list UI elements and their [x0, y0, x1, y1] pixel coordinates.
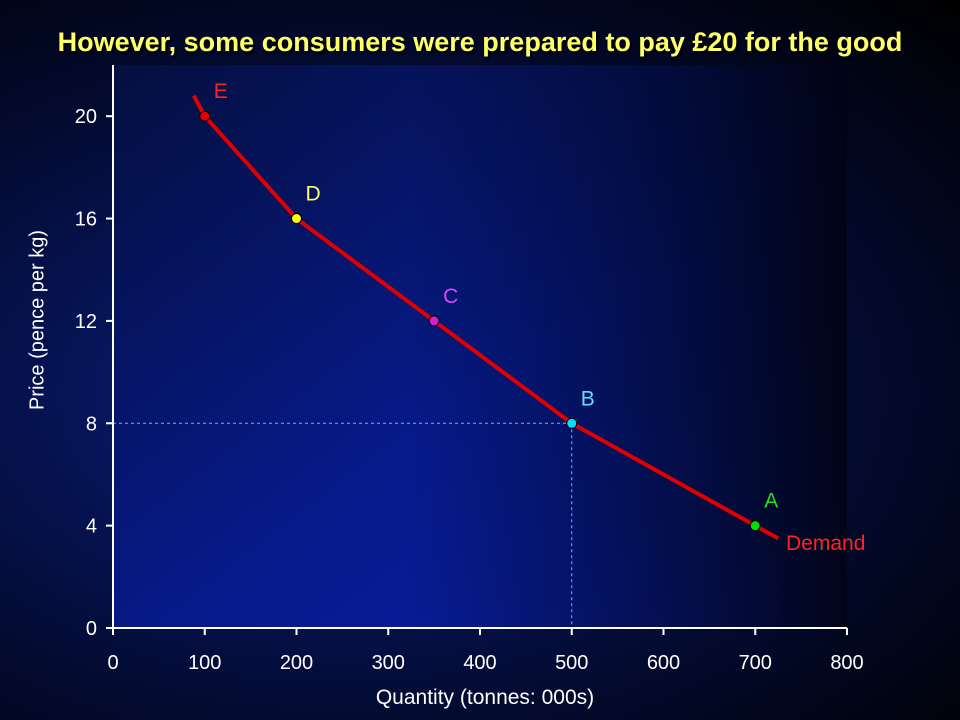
y-tick-label: 12 [75, 311, 97, 333]
slide-title: However, some consumers were prepared to… [57, 27, 903, 57]
x-axis-label: Quantity (tonnes: 000s) [375, 686, 595, 709]
point-label-a: A [764, 490, 778, 513]
x-tick-label: 200 [280, 652, 313, 674]
y-tick-label: 16 [75, 209, 97, 231]
point-c [428, 315, 440, 327]
y-tick-label: 4 [86, 516, 97, 538]
point-label-d: D [306, 183, 321, 206]
x-tick-label: 400 [463, 652, 496, 674]
x-tick-label: 600 [647, 652, 680, 674]
point-label-e: E [214, 80, 228, 103]
x-tick-label: 500 [555, 652, 588, 674]
x-tick-label: 300 [372, 652, 405, 674]
point-d [291, 213, 302, 225]
y-tick-label: 0 [86, 618, 97, 640]
x-tick-label: 0 [107, 652, 118, 674]
point-a [749, 520, 761, 532]
x-tick-label: 100 [188, 652, 221, 674]
plot-area-shade [113, 65, 847, 628]
point-e [199, 110, 211, 122]
demand-series-label: Demand [786, 532, 865, 555]
y-axis-label: Price (pence per kg) [26, 229, 49, 411]
y-tick-label: 8 [86, 413, 97, 435]
point-b [566, 417, 578, 429]
x-tick-label: 800 [830, 652, 863, 674]
point-label-c: C [443, 285, 458, 308]
x-tick-label: 700 [739, 652, 772, 674]
y-tick-label: 20 [75, 106, 97, 128]
point-label-b: B [581, 387, 595, 410]
